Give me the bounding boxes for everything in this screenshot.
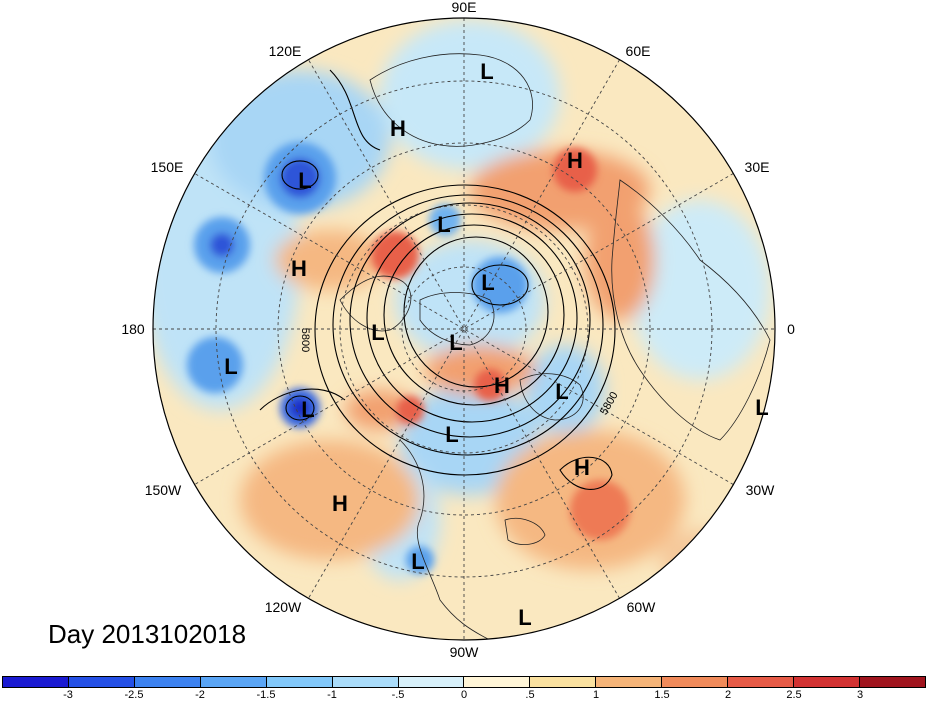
high-marker: H bbox=[332, 491, 348, 516]
low-marker: L bbox=[224, 354, 237, 379]
low-marker: L bbox=[411, 549, 424, 574]
colorbar-tick-label: -2 bbox=[195, 689, 205, 701]
colorbar-tick-label: 2.5 bbox=[786, 689, 802, 701]
low-marker: L bbox=[445, 422, 458, 447]
lon-label-90w: 90W bbox=[450, 644, 480, 660]
colorbar-cell bbox=[662, 677, 729, 687]
low-marker: L bbox=[371, 320, 384, 345]
colorbar-cell bbox=[728, 677, 795, 687]
high-marker: H bbox=[574, 455, 590, 480]
high-marker: H bbox=[494, 373, 510, 398]
colorbar-tick-label: -3 bbox=[63, 689, 73, 701]
day-label: Day 2013102018 bbox=[48, 619, 247, 649]
colorbar-cell bbox=[332, 677, 399, 687]
colorbar-cell bbox=[134, 677, 201, 687]
colorbar-tick-label: 3 bbox=[856, 689, 864, 701]
lon-label-180: 180 bbox=[121, 321, 145, 337]
colorbar-cell bbox=[398, 677, 465, 687]
colorbar-cell bbox=[596, 677, 663, 687]
colorbar-tick-label: -2.5 bbox=[124, 689, 144, 701]
lon-label-150e: 150E bbox=[151, 159, 184, 175]
colorbar-tick-label: 2 bbox=[724, 689, 732, 701]
colorbar bbox=[2, 676, 926, 688]
lon-label-150w: 150W bbox=[145, 482, 182, 498]
high-marker: H bbox=[567, 148, 583, 173]
low-marker: L bbox=[481, 270, 494, 295]
lon-label-60e: 60E bbox=[626, 43, 651, 59]
colorbar-tick-label: 1.5 bbox=[654, 689, 670, 701]
low-marker: L bbox=[480, 59, 493, 84]
map-border bbox=[152, 17, 776, 641]
lon-label-120w: 120W bbox=[265, 599, 302, 615]
high-marker: H bbox=[291, 256, 307, 281]
graticule bbox=[153, 18, 775, 640]
colorbar-tick-label: -1.5 bbox=[256, 689, 276, 701]
low-marker: L bbox=[755, 395, 768, 420]
low-marker: L bbox=[298, 168, 311, 193]
lon-label-30w: 30W bbox=[746, 482, 776, 498]
lon-label-30e: 30E bbox=[745, 159, 770, 175]
colorbar-cell bbox=[200, 677, 267, 687]
colorbar-tick-label: 0 bbox=[460, 689, 468, 701]
height-contours bbox=[259, 69, 616, 490]
colorbar-cell bbox=[859, 677, 925, 687]
contour-label: 5800 bbox=[299, 328, 311, 352]
lon-label-60w: 60W bbox=[627, 599, 657, 615]
longitude-labels: 90E 60E 30E 0 30W 60W 90W 120W 150W 180 … bbox=[121, 0, 795, 660]
colorbar-cell bbox=[3, 677, 69, 687]
coastlines bbox=[339, 53, 771, 640]
colorbar-labels: -3 -2.5 -2 -1.5 -1 -.5 0 .5 1 1.5 2 2.5 3 bbox=[2, 689, 926, 702]
colorbar-tick-label: 1 bbox=[592, 689, 600, 701]
lon-label-120e: 120E bbox=[269, 43, 302, 59]
colorbar-cell bbox=[68, 677, 135, 687]
colorbar-tick-label: .5 bbox=[525, 689, 535, 701]
low-marker: L bbox=[449, 330, 462, 355]
pressure-systems: L H L H L L H L L L L H L L H H L L L bbox=[224, 59, 768, 630]
high-marker: H bbox=[390, 116, 406, 141]
low-marker: L bbox=[518, 605, 531, 630]
low-marker: L bbox=[437, 212, 450, 237]
lon-label-0: 0 bbox=[787, 321, 795, 337]
colorbar-cell bbox=[266, 677, 333, 687]
lon-label-90e: 90E bbox=[452, 0, 477, 15]
low-marker: L bbox=[301, 397, 314, 422]
colorbar-cell bbox=[530, 677, 597, 687]
low-marker: L bbox=[555, 379, 568, 404]
colorbar-cell bbox=[794, 677, 860, 687]
colorbar-tick-label: -1 bbox=[327, 689, 337, 701]
colorbar-cell bbox=[464, 677, 531, 687]
colorbar-tick-label: -.5 bbox=[391, 689, 405, 701]
